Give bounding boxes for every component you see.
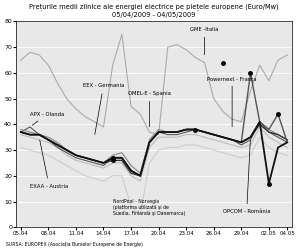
Text: GME -Italia: GME -Italia	[190, 27, 219, 55]
Text: Powernext - Franța: Powernext - Franța	[207, 76, 257, 127]
Text: APX - Olanda: APX - Olanda	[30, 112, 64, 125]
Text: EEX - Germania: EEX - Germania	[83, 83, 124, 134]
Text: SURSA: EUROPEX (Asociația Burselor Europene de Energie): SURSA: EUROPEX (Asociația Burselor Europ…	[6, 242, 143, 247]
Text: OMEL-E - Spania: OMEL-E - Spania	[128, 91, 171, 127]
Text: EXAA - Austria: EXAA - Austria	[30, 140, 68, 188]
Text: NordPool - Norvegia
(platforma utilizată şi de
Suedia, Finlanda şi Danemarca): NordPool - Norvegia (platforma utilizată…	[113, 199, 185, 216]
Text: OPCOM - România: OPCOM - România	[223, 140, 270, 214]
Title: Prețurile medii zilnice ale energiei electrice pe piețele europene (Euro/Mw)
05/: Prețurile medii zilnice ale energiei ele…	[29, 4, 279, 18]
